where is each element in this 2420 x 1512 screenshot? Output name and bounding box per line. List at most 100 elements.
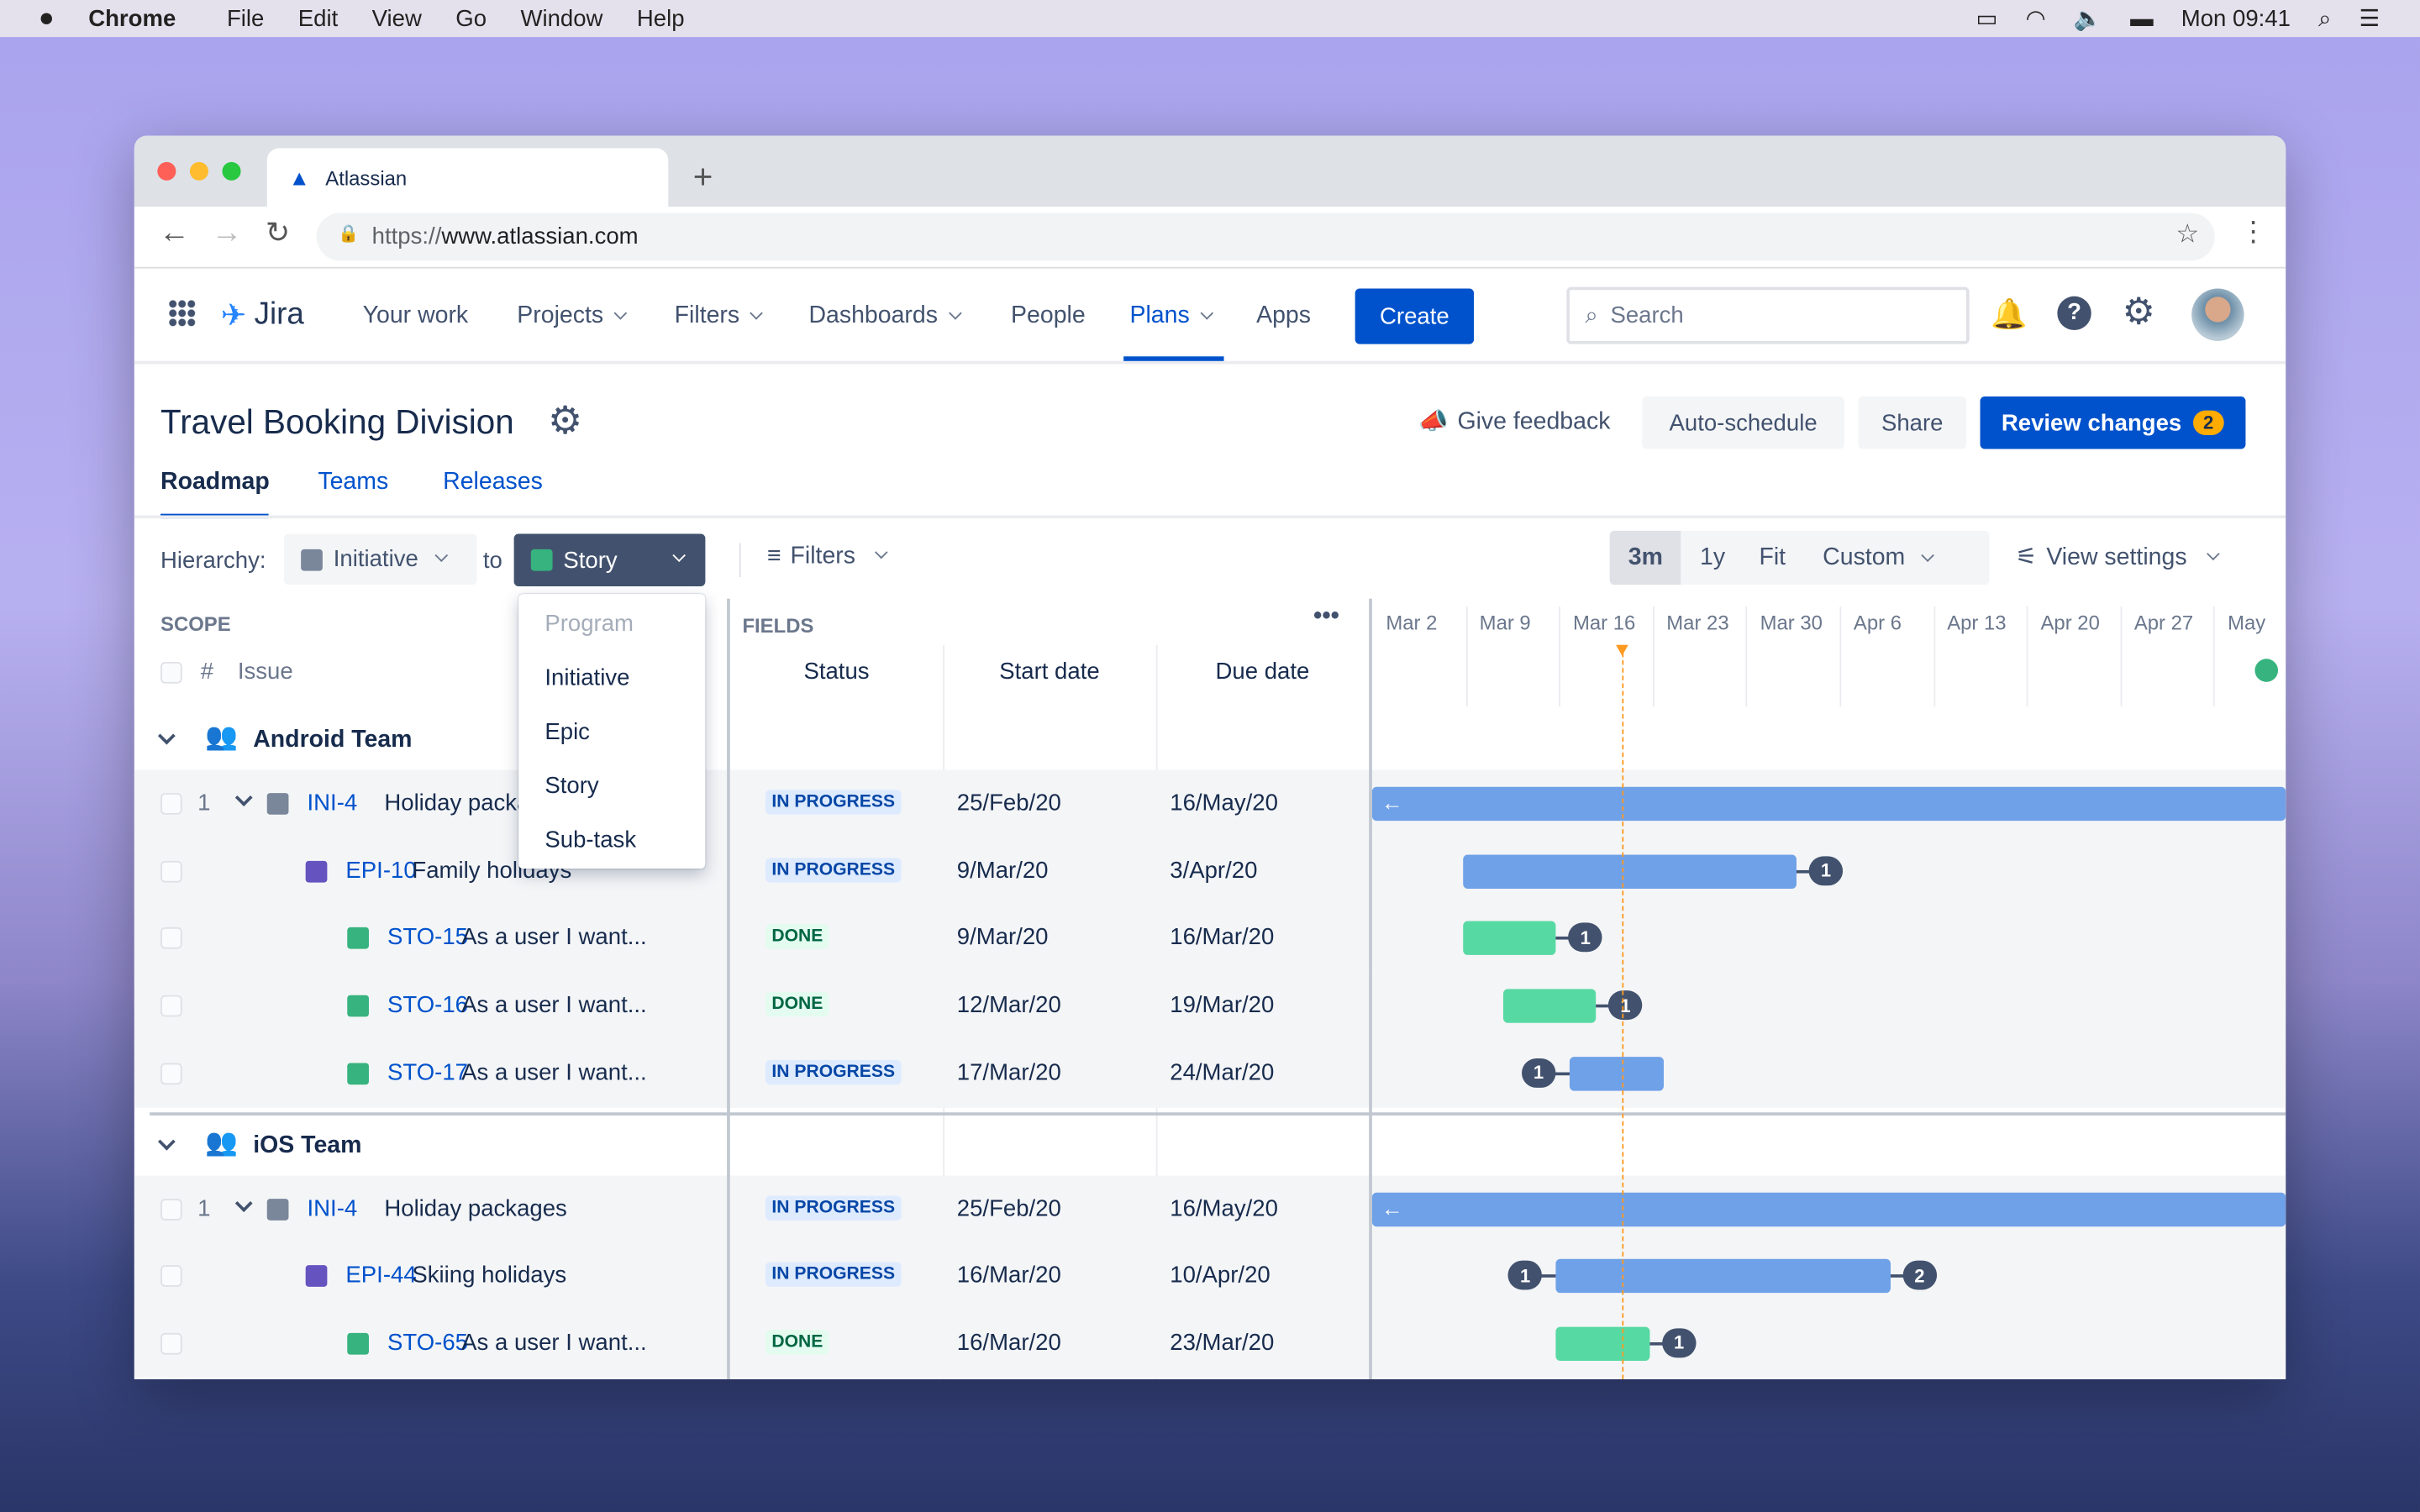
- maximize-window-button[interactable]: [222, 161, 241, 181]
- due-date[interactable]: 16/Mar/20: [1170, 924, 1275, 952]
- timeline-bar[interactable]: [1555, 1259, 1891, 1294]
- start-date[interactable]: 16/Mar/20: [956, 1262, 1061, 1289]
- table-row[interactable]: EPI-44 Skiing holidays IN PROGRESS 16/Mar/2…: [134, 1242, 2286, 1310]
- view-settings-button[interactable]: ⚟ View settings: [2016, 543, 2220, 573]
- timeline-bar[interactable]: [1462, 921, 1556, 956]
- timeline-bar[interactable]: [1555, 1326, 1650, 1361]
- dependency-badge[interactable]: 2: [1902, 1260, 1937, 1290]
- row-checkbox[interactable]: [160, 1198, 182, 1220]
- filters-button[interactable]: ≡ Filters: [767, 543, 889, 571]
- menubar-item[interactable]: Window: [520, 5, 603, 32]
- tab-teams[interactable]: Teams: [318, 469, 389, 496]
- issue-key[interactable]: INI-4: [307, 790, 358, 816]
- airplay-icon[interactable]: ▭: [1975, 6, 1998, 33]
- menubar-item[interactable]: Help: [636, 5, 685, 32]
- volume-icon[interactable]: 🔈: [2073, 6, 2103, 33]
- start-date[interactable]: 17/Mar/20: [956, 1059, 1061, 1086]
- dependency-badge[interactable]: 1: [1521, 1058, 1556, 1088]
- url-field[interactable]: 🔒 https://www.atlassian.com ☆: [316, 213, 2215, 261]
- due-date[interactable]: 16/May/20: [1170, 790, 1278, 816]
- hierarchy-to-select[interactable]: Story: [513, 533, 706, 586]
- fields-more-icon[interactable]: •••: [1313, 603, 1339, 630]
- browser-menu-icon[interactable]: ⋮: [2239, 216, 2268, 247]
- notifications-icon[interactable]: 🔔: [1991, 299, 2028, 332]
- table-row[interactable]: STO-17 As a user I want... IN PROGRESS 17/M…: [134, 1039, 2286, 1108]
- row-checkbox[interactable]: [160, 1332, 182, 1355]
- battery-icon[interactable]: ▬: [2130, 5, 2154, 32]
- issue-key[interactable]: STO-65: [387, 1330, 468, 1357]
- dropdown-option-initiative[interactable]: Initiative: [544, 664, 630, 691]
- wifi-icon[interactable]: ◠: [2025, 6, 2046, 33]
- timeline-bar[interactable]: [1462, 853, 1797, 889]
- hierarchy-from-select[interactable]: Initiative: [283, 533, 477, 585]
- select-all-checkbox[interactable]: [160, 661, 182, 684]
- row-checkbox[interactable]: [160, 1265, 182, 1288]
- new-tab-button[interactable]: +: [692, 157, 713, 197]
- minimize-window-button[interactable]: [189, 161, 208, 181]
- dependency-badge[interactable]: 1: [1608, 990, 1643, 1021]
- dependency-badge[interactable]: 1: [1661, 1328, 1697, 1358]
- search-input[interactable]: ⌕ Search: [1566, 286, 1970, 344]
- nav-people[interactable]: People: [1011, 302, 1086, 329]
- tab-roadmap[interactable]: Roadmap: [160, 469, 270, 496]
- row-checkbox[interactable]: [160, 860, 182, 883]
- dropdown-option-story[interactable]: Story: [544, 773, 599, 800]
- give-feedback-button[interactable]: 📣 Give feedback: [1418, 407, 1611, 435]
- menubar-item[interactable]: Edit: [297, 5, 339, 32]
- app-switcher-icon[interactable]: [168, 299, 197, 328]
- table-row[interactable]: EPI-10 Family holidays IN PROGRESS 9/Mar/20…: [134, 837, 2286, 906]
- expand-chevron-icon[interactable]: [234, 1194, 253, 1212]
- range-1y[interactable]: 1y: [1699, 543, 1726, 570]
- team-group-header[interactable]: 👥 Android Team: [134, 708, 2286, 773]
- due-date[interactable]: 23/Mar/20: [1170, 1330, 1275, 1357]
- scope-fields-divider[interactable]: [727, 598, 730, 1380]
- apple-icon[interactable]: ●: [38, 3, 55, 33]
- table-row[interactable]: STO-16 As a user I want... DONE 12/Mar/20 19…: [134, 972, 2286, 1041]
- collapse-chevron-icon[interactable]: [157, 1131, 176, 1150]
- browser-tab[interactable]: ▲ Atlassian: [266, 148, 669, 207]
- tab-releases[interactable]: Releases: [443, 469, 543, 496]
- reload-icon[interactable]: ↻: [265, 217, 291, 250]
- review-changes-button[interactable]: Review changes 2: [1980, 396, 2246, 449]
- due-date[interactable]: 16/May/20: [1170, 1194, 1278, 1221]
- menubar-item[interactable]: View: [371, 5, 422, 32]
- table-row[interactable]: STO-15 As a user I want... DONE 9/Mar/20 16/…: [134, 905, 2286, 973]
- due-date[interactable]: 19/Mar/20: [1170, 992, 1275, 1019]
- due-date[interactable]: 3/Apr/20: [1170, 857, 1258, 884]
- start-date[interactable]: 9/Mar/20: [956, 924, 1049, 952]
- list-icon[interactable]: ☰: [2359, 6, 2381, 33]
- dependency-badge[interactable]: 1: [1507, 1260, 1543, 1290]
- spotlight-icon[interactable]: ⌕: [2318, 5, 2332, 32]
- table-row[interactable]: 1 INI-4 Holiday packages IN PROGRESS 25/Feb/…: [134, 1174, 2286, 1243]
- row-checkbox[interactable]: [160, 995, 182, 1017]
- timeline-bar[interactable]: [1569, 1056, 1664, 1091]
- table-row[interactable]: STO-65 As a user I want... DONE 16/Mar/20 23…: [134, 1310, 2286, 1378]
- issue-key[interactable]: STO-17: [387, 1059, 468, 1086]
- bookmark-star-icon[interactable]: ☆: [2175, 218, 2200, 249]
- avatar[interactable]: [2191, 288, 2244, 341]
- team-group-header[interactable]: 👥 iOS Team: [134, 1113, 2286, 1178]
- row-checkbox[interactable]: [160, 927, 182, 950]
- back-icon[interactable]: ←: [159, 216, 190, 250]
- table-row[interactable]: 1 INI-4 Holiday packages IN PROGRESS 25/Feb/…: [134, 769, 2286, 838]
- dependency-badge[interactable]: 1: [1568, 923, 1602, 953]
- forward-icon[interactable]: →: [211, 216, 243, 250]
- issue-key[interactable]: EPI-10: [345, 857, 417, 884]
- custom-range-select[interactable]: Custom: [1823, 543, 1935, 571]
- column-header-status[interactable]: Status: [803, 659, 870, 685]
- menubar-item[interactable]: Go: [455, 5, 487, 32]
- issue-key[interactable]: INI-4: [307, 1194, 358, 1221]
- due-date[interactable]: 10/Apr/20: [1170, 1262, 1270, 1289]
- plan-settings-icon[interactable]: ⚙: [548, 399, 583, 444]
- nav-filters[interactable]: Filters: [675, 302, 764, 330]
- nav-dashboards[interactable]: Dashboards: [808, 302, 961, 330]
- start-date[interactable]: 12/Mar/20: [956, 992, 1061, 1019]
- column-header-due-date[interactable]: Due date: [1215, 659, 1310, 685]
- share-button[interactable]: Share: [1858, 396, 1966, 449]
- fields-timeline-divider[interactable]: [1369, 598, 1372, 1380]
- nav-your-work[interactable]: Your work: [362, 302, 469, 329]
- close-window-button[interactable]: [157, 161, 176, 181]
- nav-projects[interactable]: Projects: [517, 302, 628, 330]
- range-Fit[interactable]: Fit: [1759, 543, 1786, 570]
- issue-key[interactable]: STO-15: [387, 924, 468, 952]
